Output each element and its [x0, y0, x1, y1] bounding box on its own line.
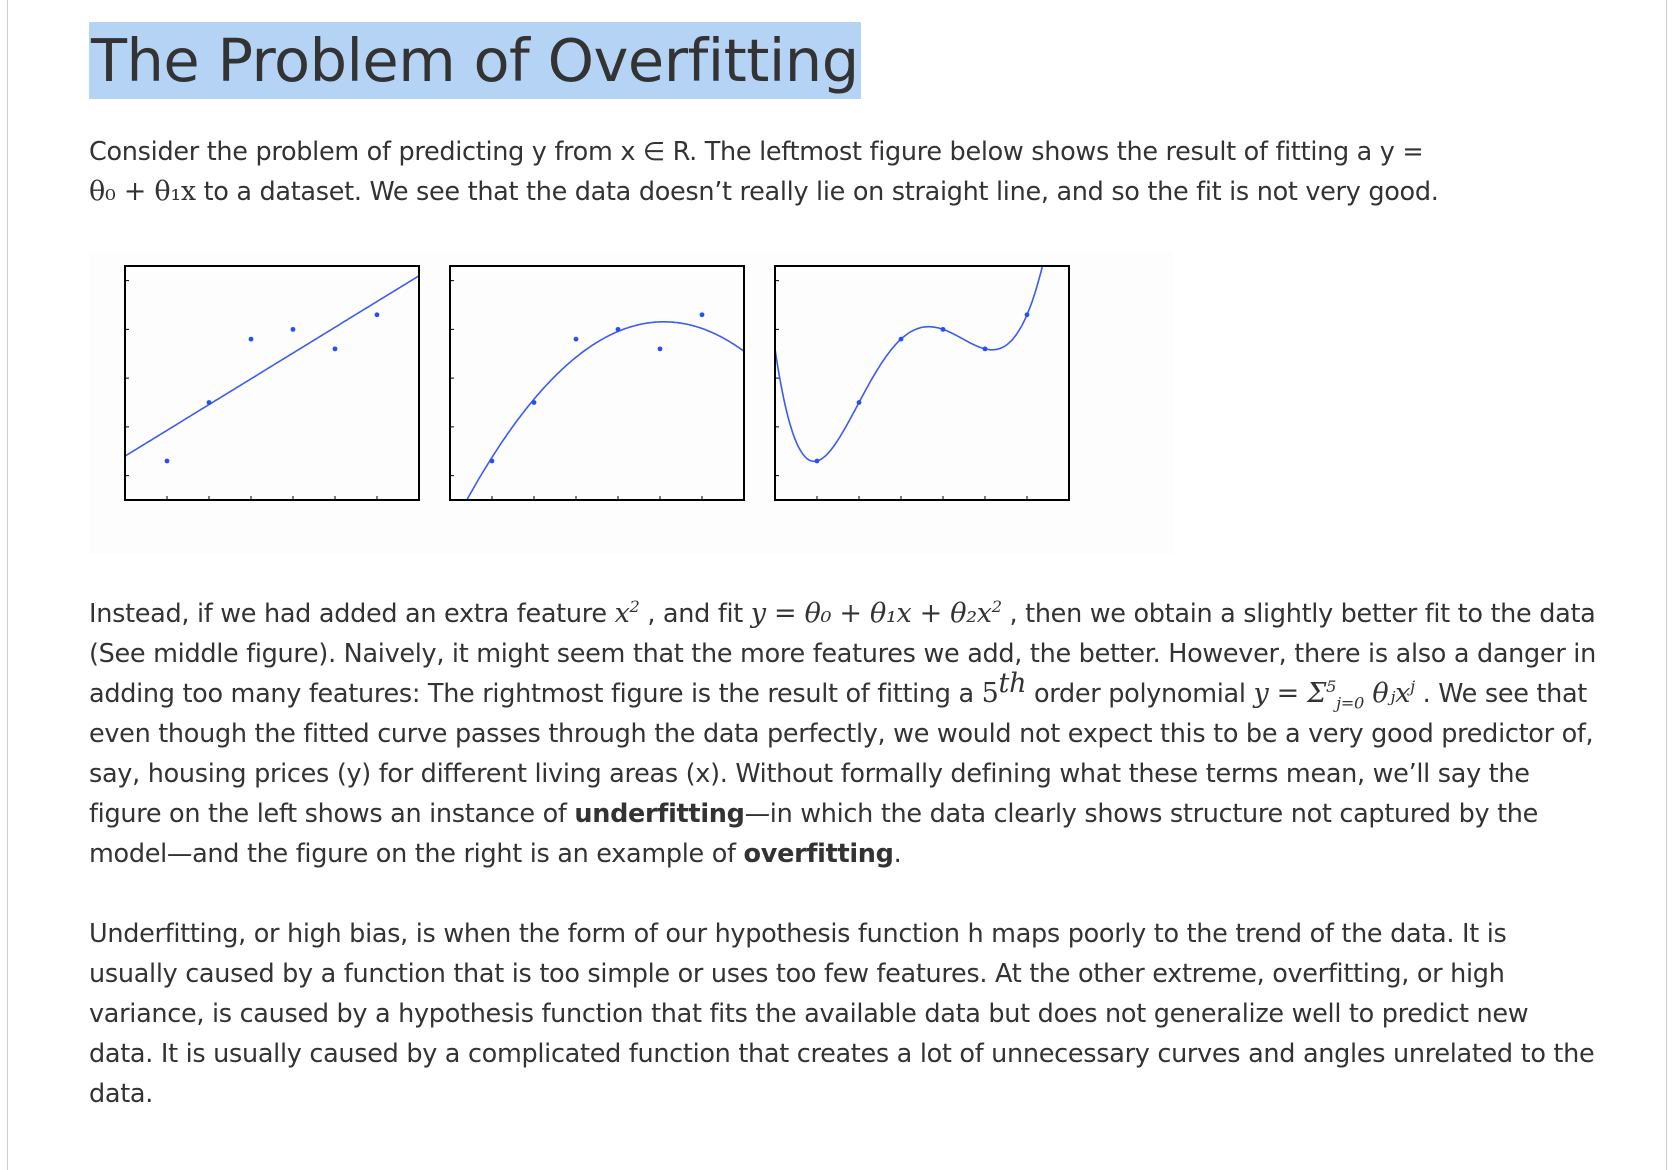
- fifth-order: 5th: [981, 670, 1027, 709]
- data-point: [290, 326, 296, 332]
- paragraph-explanation: Instead, if we had added an extra featur…: [89, 594, 1599, 874]
- quadratic-formula: y = θ₀ + θ₁x + θ₂x2: [751, 598, 1002, 629]
- fit-plots: [124, 265, 1070, 501]
- intro-formula: θ₀ + θ₁x: [89, 176, 196, 207]
- term-overfitting: overfitting: [743, 839, 894, 869]
- article: The Problem of Overfitting Consider the …: [89, 22, 1599, 1114]
- fitted-curve: [465, 321, 744, 500]
- data-point: [531, 400, 537, 405]
- page-title: The Problem of Overfitting: [89, 22, 861, 99]
- data-point: [814, 458, 820, 464]
- intro-text: Consider the problem of predicting y fro…: [89, 137, 1424, 167]
- data-point: [1024, 312, 1030, 318]
- math-sub: j=0: [1336, 693, 1365, 713]
- data-point: [206, 400, 212, 405]
- plot-frame: [449, 265, 745, 501]
- text-segment: .: [893, 839, 902, 869]
- fitted-curve: [125, 275, 419, 457]
- math-theta: θⱼx: [1364, 678, 1411, 709]
- paragraph-intro: Consider the problem of predicting y fro…: [89, 132, 1599, 212]
- text-segment: Instead, if we had added an extra featur…: [89, 599, 615, 629]
- data-point: [164, 458, 170, 464]
- text-segment: , then we obtain a slightly better fit t…: [89, 599, 1596, 709]
- data-point: [898, 336, 904, 342]
- math-sup: 2: [991, 597, 1002, 616]
- math-five: 5: [981, 678, 999, 709]
- data-point: [573, 336, 579, 342]
- data-point: [489, 458, 495, 464]
- math-sup: j: [1410, 677, 1415, 696]
- math-sup: th: [998, 668, 1027, 699]
- text-segment: order polynomial: [1026, 679, 1254, 709]
- quintic-fit-plot: [774, 265, 1070, 501]
- polynomial-formula: y = Σ5j=0 θⱼxj: [1253, 677, 1415, 713]
- math-quadratic: y = θ₀ + θ₁x + θ₂x: [750, 598, 992, 629]
- text-segment: —in which the data clearly shows structu…: [89, 799, 1539, 869]
- data-point: [940, 326, 946, 332]
- data-point: [657, 346, 663, 352]
- plot-frame: [774, 265, 1070, 501]
- math-sup: 2: [629, 597, 640, 616]
- page: The Problem of Overfitting Consider the …: [7, 0, 1667, 1170]
- data-point: [982, 346, 988, 352]
- data-point: [699, 312, 705, 318]
- data-point: [332, 346, 338, 352]
- quadratic-fit-plot: [449, 265, 745, 501]
- data-point: [615, 326, 621, 332]
- data-point: [248, 336, 254, 342]
- math-x: x: [614, 598, 630, 629]
- data-point: [374, 312, 380, 318]
- intro-text-end: to a dataset. We see that the data doesn…: [195, 177, 1439, 207]
- math-sup: 5: [1326, 677, 1337, 696]
- text-segment: . We see that even though the fitted cur…: [89, 679, 1594, 829]
- overfitting-figure: [89, 252, 1173, 554]
- linear-fit-plot: [124, 265, 420, 501]
- paragraph-bias-variance: Underfitting, or high bias, is when the …: [89, 919, 1595, 1109]
- text-segment: , and fit: [639, 599, 751, 629]
- data-point: [856, 400, 862, 405]
- term-underfitting: underfitting: [574, 799, 745, 829]
- feature-x-squared: x2: [615, 598, 640, 629]
- fitted-curve: [775, 266, 1044, 463]
- math-sum: y = Σ: [1253, 678, 1327, 709]
- plot-frame: [124, 265, 420, 501]
